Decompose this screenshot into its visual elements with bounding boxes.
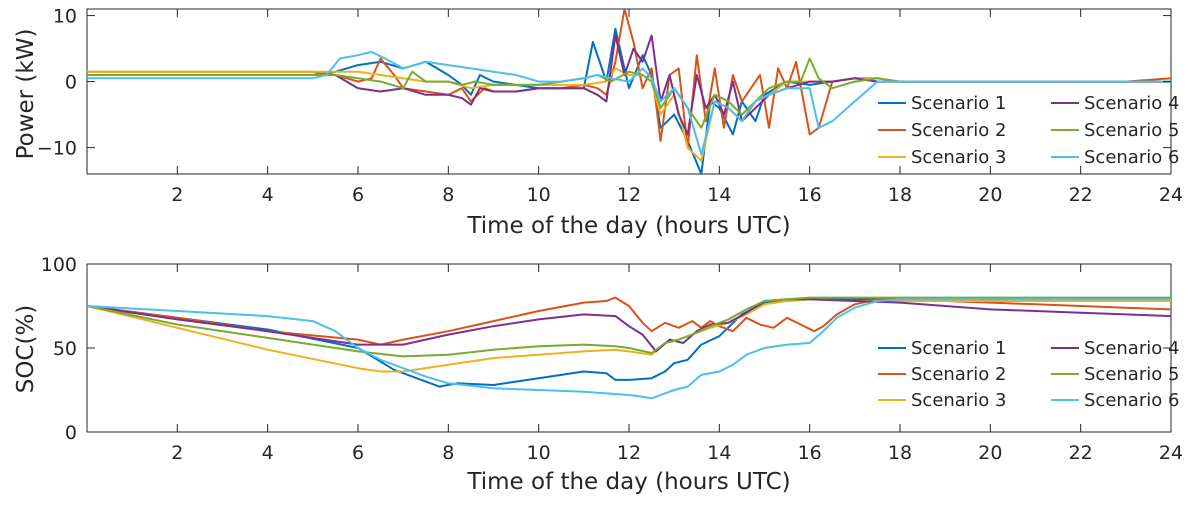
axes-box — [86, 8, 1172, 175]
x-tick-label: 22 — [1069, 184, 1093, 206]
series-line-2 — [87, 296, 1171, 346]
legend-label: Scenario 6 — [1084, 147, 1179, 168]
legend-label: Scenario 5 — [1084, 120, 1179, 141]
legend-label: Scenario 1 — [911, 93, 1006, 114]
series-line-4 — [87, 298, 1171, 353]
legend-label: Scenario 4 — [1084, 93, 1179, 114]
power-plot: Power (kW) Time of the day (hours UTC) 2… — [13, 6, 1183, 239]
series-line-6 — [87, 298, 1171, 400]
x-tick-label: 8 — [442, 184, 454, 206]
power-ylabel: Power (kW) — [13, 29, 39, 160]
legend-label: Scenario 5 — [1084, 364, 1179, 385]
x-tick-label: 8 — [442, 442, 454, 464]
series-line-1 — [87, 298, 1171, 388]
soc-ylabel: SOC(%) — [13, 305, 39, 394]
x-tick-label: 14 — [707, 442, 731, 464]
x-tick-label: 4 — [262, 442, 274, 464]
x-tick-label: 14 — [707, 184, 731, 206]
x-tick-label: 12 — [617, 442, 641, 464]
legend-label: Scenario 3 — [911, 390, 1006, 411]
x-tick-label: 24 — [1159, 184, 1183, 206]
x-tick-label: 20 — [978, 442, 1002, 464]
x-tick-label: 16 — [798, 184, 822, 206]
x-tick-label: 18 — [888, 442, 912, 464]
legend-label: Scenario 6 — [1084, 390, 1179, 411]
y-tick-label: −10 — [37, 138, 77, 160]
legend-label: Scenario 3 — [911, 147, 1006, 168]
y-tick-label: 50 — [53, 338, 77, 360]
x-tick-label: 16 — [798, 442, 822, 464]
y-tick-label: 0 — [65, 422, 77, 444]
series-line-5 — [87, 296, 1171, 358]
legend-label: Scenario 4 — [1084, 338, 1179, 359]
x-tick-label: 24 — [1159, 442, 1183, 464]
series-line-4 — [87, 34, 1171, 136]
y-tick-label: 10 — [53, 6, 77, 28]
legend-label: Scenario 2 — [911, 364, 1006, 385]
x-tick-label: 18 — [888, 184, 912, 206]
x-tick-label: 22 — [1069, 442, 1093, 464]
legend: Scenario 1 Scenario 2 Scenario 3 Scenario 4… — [878, 93, 1179, 168]
x-tick-label: 2 — [171, 184, 183, 206]
series-line-6 — [87, 50, 1171, 156]
x-tick-label: 6 — [352, 184, 364, 206]
legend-label: Scenario 1 — [911, 338, 1006, 359]
series-line-5 — [87, 57, 1171, 129]
x-tick-label: 2 — [171, 442, 183, 464]
series-line-1 — [87, 27, 1171, 174]
y-tick-label: 100 — [41, 254, 77, 276]
power-xlabel: Time of the day (hours UTC) — [466, 213, 790, 239]
x-tick-label: 10 — [527, 442, 551, 464]
x-tick-label: 10 — [527, 184, 551, 206]
x-tick-label: 4 — [262, 184, 274, 206]
y-tick-label: 0 — [65, 72, 77, 94]
legend-label: Scenario 2 — [911, 120, 1006, 141]
legend: Scenario 1 Scenario 2 Scenario 3 Scenario 4… — [878, 338, 1179, 411]
x-tick-label: 12 — [617, 184, 641, 206]
x-tick-label: 20 — [978, 184, 1002, 206]
soc-xlabel: Time of the day (hours UTC) — [466, 469, 790, 495]
x-tick-label: 6 — [352, 442, 364, 464]
